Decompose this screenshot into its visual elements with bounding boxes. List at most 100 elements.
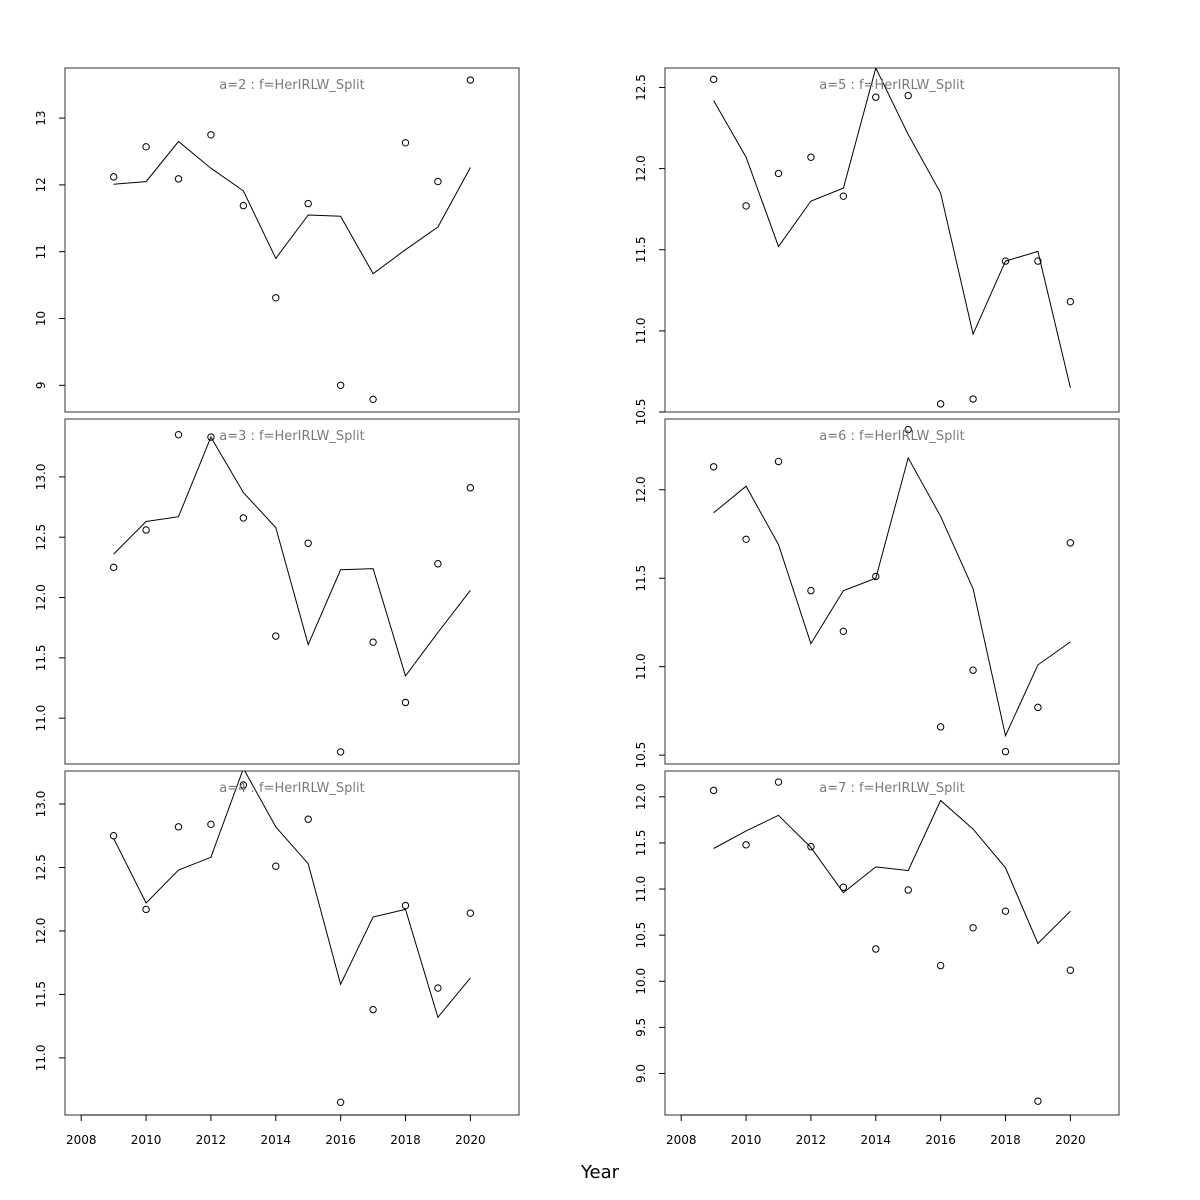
plot-area xyxy=(109,430,475,756)
y-tick-label: 12.5 xyxy=(634,74,648,101)
data-point xyxy=(142,143,150,151)
y-tick-label: 11.5 xyxy=(634,236,648,263)
data-point xyxy=(936,961,945,970)
data-point xyxy=(369,638,377,646)
data-point xyxy=(969,395,977,403)
y-tick-label: 11.5 xyxy=(634,565,648,592)
data-point xyxy=(839,883,848,891)
panel-2: 10.5 11.0 11.5 12.0 12.5 a=5 : f=HerIRLW_Spli… xyxy=(634,67,1120,425)
data-point xyxy=(336,381,345,389)
y-tick-label: 11.5 xyxy=(34,981,48,1008)
data-point xyxy=(142,526,150,534)
data-point xyxy=(709,786,718,795)
data-point xyxy=(904,886,912,894)
y-tick-label: 13.0 xyxy=(34,791,48,818)
y-tick-label: 12.0 xyxy=(34,584,48,611)
y-tick-label: 12.0 xyxy=(634,476,648,503)
x-tick-label: 2018 xyxy=(990,1133,1021,1147)
data-point xyxy=(1001,907,1010,915)
y-tick-label: 12.0 xyxy=(634,155,648,182)
x-tick-label: 2014 xyxy=(261,1133,292,1147)
data-point xyxy=(466,909,475,917)
y-tick-label: 11.0 xyxy=(634,318,648,345)
y-tick-label: 11 xyxy=(34,244,48,259)
panel-frame xyxy=(64,67,520,413)
x-tick-label: 2018 xyxy=(390,1133,421,1147)
data-point xyxy=(774,169,783,178)
y-tick-label: 13.0 xyxy=(34,464,48,491)
x-tick-label: 2008 xyxy=(66,1133,97,1147)
data-point xyxy=(401,901,410,910)
y-tick-label: 11.0 xyxy=(34,1045,48,1072)
x-tick-label: 2020 xyxy=(455,1133,486,1147)
data-point xyxy=(807,153,815,161)
data-point xyxy=(742,202,750,210)
data-point xyxy=(1001,747,1010,756)
x-tick-label: 2012 xyxy=(796,1133,827,1147)
x-tick-label: 2014 xyxy=(861,1133,892,1147)
data-point xyxy=(936,400,945,408)
y-tick-label: 10.5 xyxy=(634,742,648,769)
data-point xyxy=(304,199,312,208)
data-point xyxy=(207,433,215,441)
panel-label: a=5 : f=HerIRLW_Split xyxy=(819,78,964,93)
x-axis-title: Year xyxy=(580,1162,620,1183)
data-point xyxy=(142,905,150,914)
data-point xyxy=(807,586,815,595)
y-tick-label: 13 xyxy=(34,110,48,125)
data-point xyxy=(401,139,410,147)
data-point xyxy=(774,457,783,466)
data-point xyxy=(109,173,118,181)
panel-label: a=7 : f=HerIRLW_Split xyxy=(819,781,964,796)
y-tick-label: 11.5 xyxy=(34,644,48,671)
data-point xyxy=(709,463,718,471)
panel-4: 10.5 11.0 11.5 12.0 a=6 : f=HerIRLW_Split xyxy=(634,418,1120,769)
data-point xyxy=(742,841,750,849)
data-point xyxy=(1034,257,1042,265)
data-point xyxy=(272,862,280,870)
fitted-line xyxy=(113,140,471,275)
data-point xyxy=(336,748,345,756)
data-point xyxy=(304,539,312,547)
panel-6: 9.0 9.5 10.0 10.5 11.0 11.5 12.0 2008 2010 2012 20… xyxy=(634,770,1120,1147)
data-point xyxy=(109,563,118,572)
panel-label: a=3 : f=HerIRLW_Split xyxy=(219,429,364,444)
data-point xyxy=(839,192,848,200)
data-point xyxy=(207,820,215,829)
panel-3: 11.0 11.5 12.0 12.5 13.0 a=3 : f=HerIRLW_Spli… xyxy=(34,418,520,765)
plot-area xyxy=(709,778,1075,1105)
data-point xyxy=(174,823,183,831)
fitted-line xyxy=(713,456,1071,738)
data-point xyxy=(1034,1097,1042,1105)
x-tick-label: 2008 xyxy=(666,1133,697,1147)
data-point xyxy=(466,484,475,492)
x-tick-label: 2012 xyxy=(196,1133,227,1147)
y-tick-label: 10.0 xyxy=(634,968,648,995)
fitted-line xyxy=(113,771,471,1019)
data-point xyxy=(969,924,977,932)
x-tick-label: 2010 xyxy=(731,1133,762,1147)
y-tick-label: 12.5 xyxy=(34,854,48,881)
data-point xyxy=(434,177,442,186)
fitted-line xyxy=(113,435,471,677)
y-tick-label: 11.0 xyxy=(634,876,648,903)
panel-label: a=4 : f=HerIRLW_Split xyxy=(219,781,364,796)
data-point xyxy=(207,131,215,139)
data-point xyxy=(434,984,442,992)
data-point xyxy=(369,1005,377,1014)
y-tick-label: 11.0 xyxy=(634,653,648,680)
fitted-line xyxy=(713,68,1071,388)
y-tick-label: 10.5 xyxy=(634,922,648,949)
data-point xyxy=(774,778,783,786)
data-point xyxy=(109,832,118,840)
data-point xyxy=(401,698,410,707)
data-point xyxy=(174,175,183,183)
data-point xyxy=(872,93,880,101)
data-point xyxy=(369,395,377,404)
panel-frame xyxy=(64,418,520,765)
panel-1: 9 10 11 12 13 a=2 : f=HerIRLW_Split xyxy=(34,67,520,413)
data-point xyxy=(336,1098,345,1107)
